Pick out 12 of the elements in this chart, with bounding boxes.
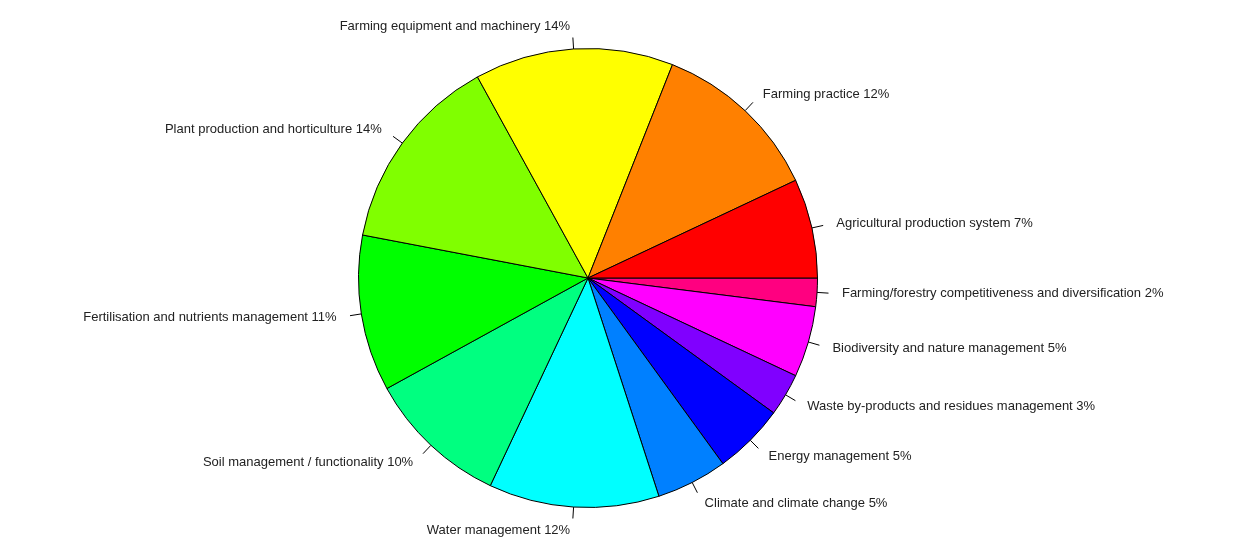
slice-label: Waste by-products and residues management 3% (807, 398, 1096, 414)
slice-label: Farming practice 12% (762, 85, 890, 101)
slice-label: Biodiversity and nature management 5% (832, 340, 1067, 356)
slice-label: Soil management / functionality 10% (202, 453, 414, 469)
slice-label: Climate and climate change 5% (704, 494, 888, 510)
slice-label: Farming equipment and machinery 14% (339, 17, 571, 33)
slice-label: Water management 12% (426, 521, 571, 537)
slice-label: Agricultural production system 7% (836, 214, 1034, 230)
slice-label: Plant production and horticulture 14% (164, 121, 383, 137)
slice-label: Fertilisation and nutrients management 11% (83, 309, 338, 325)
slice-label: Farming/forestry competitiveness and diversification 2% (841, 285, 1164, 301)
slice-label: Energy management 5% (768, 448, 913, 464)
